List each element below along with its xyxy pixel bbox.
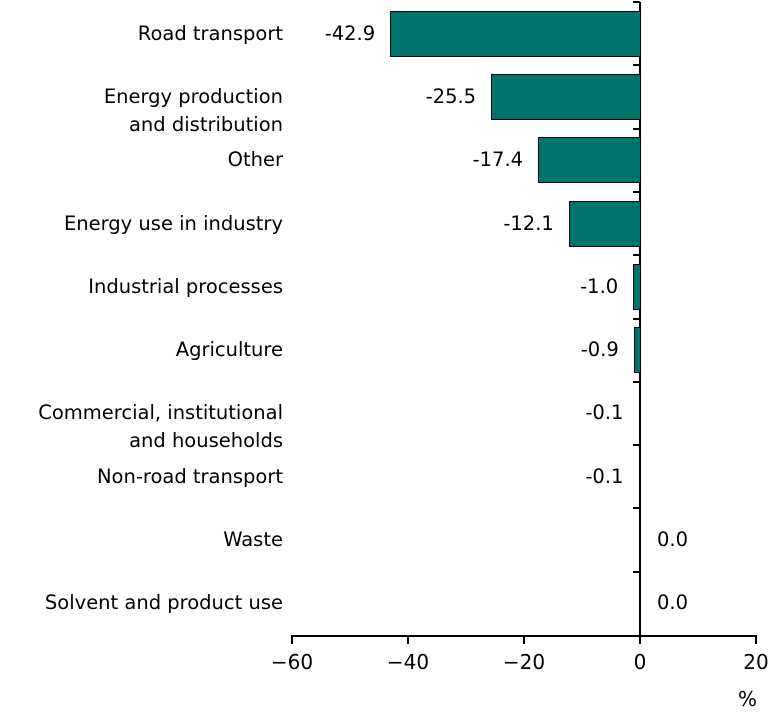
- y-axis-tick: [633, 254, 640, 257]
- category-label-line: and households: [129, 429, 283, 453]
- x-axis-tick-label: −60: [270, 650, 314, 674]
- y-axis-tick: [633, 64, 640, 67]
- x-axis-tick-label: −40: [386, 650, 430, 674]
- bar: [491, 73, 641, 120]
- x-axis-tick-label: 0: [633, 650, 647, 674]
- category-label: Other: [0, 146, 283, 174]
- category-label: Energy production and distribution: [0, 83, 283, 139]
- x-axis-tick-label: −20: [502, 650, 546, 674]
- category-label-line: Agriculture: [175, 338, 283, 362]
- value-label: -12.1: [503, 211, 554, 235]
- category-label: Waste: [0, 526, 283, 554]
- category-label-line: Commercial, institutional: [38, 401, 283, 425]
- category-label-line: Industrial processes: [88, 274, 283, 298]
- value-label: -17.4: [472, 148, 524, 172]
- x-axis-tick: [639, 635, 641, 644]
- category-label-line: Non-road transport: [96, 464, 283, 488]
- value-label: -1.0: [580, 274, 619, 298]
- category-label: Energy use in industry: [0, 210, 283, 238]
- bar: [633, 263, 641, 310]
- value-label: -0.1: [585, 464, 624, 488]
- category-label-line: Other: [227, 148, 283, 172]
- value-label: -0.9: [580, 338, 619, 362]
- x-axis-tick: [407, 635, 409, 644]
- x-axis-tick-label: 20: [743, 650, 768, 674]
- bar: [569, 200, 641, 247]
- value-label: -42.9: [324, 21, 376, 45]
- value-label: 0.0: [657, 528, 689, 552]
- category-label-line: Waste: [223, 528, 283, 552]
- x-axis-unit-label: %: [737, 687, 757, 711]
- y-axis-tick: [633, 380, 640, 383]
- category-label-line: Solvent and product use: [44, 591, 283, 615]
- category-label: Road transport: [0, 20, 283, 48]
- category-label: Agriculture: [0, 336, 283, 364]
- category-label-line: and distribution: [128, 112, 283, 136]
- value-label: 0.0: [657, 591, 689, 615]
- x-axis-tick: [755, 635, 757, 644]
- category-label: Non-road transport: [0, 463, 283, 491]
- x-axis-tick: [523, 635, 525, 644]
- category-label-line: Energy use in industry: [63, 211, 283, 235]
- x-axis-tick: [291, 635, 293, 644]
- category-label-line: Energy production: [103, 84, 283, 108]
- y-axis-tick: [633, 1, 640, 3]
- y-axis-line: [639, 2, 641, 636]
- y-axis-tick: [633, 127, 640, 130]
- value-label: -25.5: [425, 84, 477, 108]
- y-axis-tick: [633, 570, 640, 573]
- bar: [538, 137, 641, 184]
- category-label: Commercial, institutional and households: [0, 399, 283, 455]
- bar: [634, 327, 641, 374]
- category-label: Industrial processes: [0, 273, 283, 301]
- y-axis-tick: [633, 317, 640, 320]
- y-axis-tick: [633, 444, 640, 447]
- y-axis-tick: [633, 507, 640, 510]
- value-label: -0.1: [585, 401, 624, 425]
- y-axis-tick: [633, 190, 640, 193]
- bar: [390, 10, 641, 57]
- category-label: Solvent and product use: [0, 589, 283, 617]
- category-label-line: Road transport: [137, 21, 283, 45]
